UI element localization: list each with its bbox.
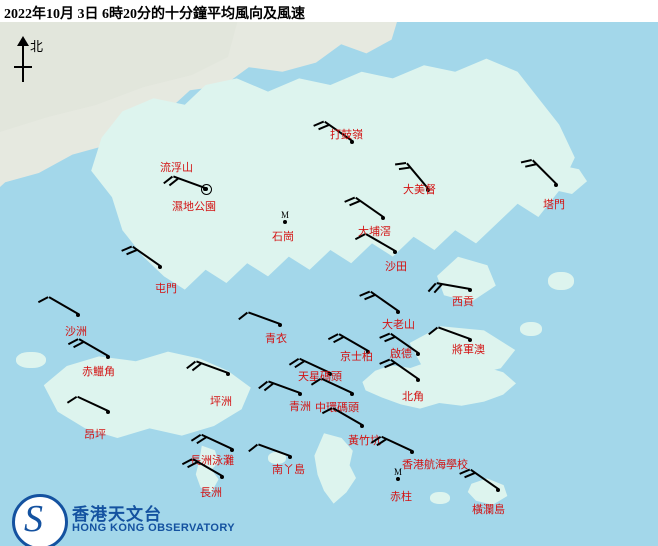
station-label: 流浮山 bbox=[160, 162, 193, 174]
station-dot[interactable] bbox=[350, 392, 354, 396]
station-dot[interactable] bbox=[381, 216, 385, 220]
station-label: 天星碼頭 bbox=[298, 372, 342, 383]
station-label: 坪洲 bbox=[210, 396, 232, 408]
station-label: 啟德 bbox=[390, 348, 412, 360]
station-label: 青洲 bbox=[289, 401, 311, 413]
station-label: 大埔滘 bbox=[358, 226, 391, 238]
station-dot[interactable] bbox=[220, 475, 224, 479]
station-dot[interactable] bbox=[366, 350, 370, 354]
station-dot[interactable] bbox=[554, 183, 558, 187]
station-dot[interactable] bbox=[76, 313, 80, 317]
station-label: 沙洲 bbox=[65, 326, 87, 338]
station-label: 長洲 bbox=[200, 487, 222, 499]
map-canvas[interactable]: 北 打鼓嶺流浮山濕地公園 M 石崗 大美督塔門大埔滘沙田屯門西貢沙洲 大老山青衣京士柏 啟… bbox=[0, 22, 658, 546]
land-islet-5 bbox=[16, 352, 46, 368]
station-dot[interactable] bbox=[328, 372, 332, 376]
land-islet-4 bbox=[430, 492, 450, 504]
station-label: 香港航海學校 bbox=[402, 459, 468, 471]
land-peng-chau bbox=[200, 377, 236, 403]
station-marker-m: M bbox=[394, 467, 403, 477]
station-dot[interactable] bbox=[468, 338, 472, 342]
station-dot[interactable] bbox=[278, 323, 282, 327]
north-label: 北 bbox=[30, 39, 44, 54]
station-label: 西貢 bbox=[452, 296, 474, 308]
station-label: 北角 bbox=[402, 391, 424, 403]
station-dot[interactable] bbox=[393, 250, 397, 254]
station-dot[interactable] bbox=[283, 220, 287, 224]
station-dot[interactable] bbox=[496, 488, 500, 492]
station-label: 屯門 bbox=[155, 283, 177, 295]
station-label: 南丫島 bbox=[272, 464, 305, 476]
station-label: 長洲泳灘 bbox=[190, 455, 234, 467]
station-label: 沙田 bbox=[385, 261, 407, 273]
station-label: 中環碼頭 bbox=[315, 402, 359, 414]
station-label: 大老山 bbox=[382, 319, 415, 331]
station-dot[interactable] bbox=[426, 188, 430, 192]
station-label: 橫瀾島 bbox=[472, 504, 505, 516]
station-label: 赤鱲角 bbox=[82, 366, 115, 378]
station-label: 塔門 bbox=[543, 199, 565, 211]
land-islet-3 bbox=[268, 452, 286, 464]
station-dot[interactable] bbox=[410, 450, 414, 454]
station-dot[interactable] bbox=[396, 477, 400, 481]
station-label: 大美督 bbox=[403, 184, 436, 196]
station-dot[interactable] bbox=[350, 140, 354, 144]
station-label: 赤柱 bbox=[390, 491, 412, 503]
station-marker-m: M bbox=[281, 210, 290, 220]
station-dot[interactable] bbox=[230, 448, 234, 452]
station-marker-circle bbox=[201, 184, 212, 195]
station-label: 打鼓嶺 bbox=[330, 129, 363, 141]
station-dot[interactable] bbox=[106, 355, 110, 359]
logo-ring-icon bbox=[12, 494, 68, 546]
station-dot[interactable] bbox=[360, 424, 364, 428]
station-dot[interactable] bbox=[226, 372, 230, 376]
logo-name-chinese: 香港天文台 bbox=[72, 505, 162, 524]
station-dot[interactable] bbox=[416, 378, 420, 382]
station-label: 青衣 bbox=[265, 333, 287, 345]
station-label: 昂坪 bbox=[84, 429, 106, 441]
station-dot[interactable] bbox=[204, 187, 208, 191]
land-islet-2 bbox=[520, 322, 542, 336]
land-islet-1 bbox=[548, 272, 574, 290]
station-dot[interactable] bbox=[288, 455, 292, 459]
station-dot[interactable] bbox=[158, 265, 162, 269]
station-dot[interactable] bbox=[468, 288, 472, 292]
station-label: 京士柏 bbox=[340, 351, 373, 363]
logo-name-english: HONG KONG OBSERVATORY bbox=[72, 522, 236, 534]
hko-logo: S 香港天文台 HONG KONG OBSERVATORY bbox=[10, 492, 260, 546]
station-label: 黃竹坑 bbox=[348, 435, 381, 447]
station-dot[interactable] bbox=[396, 310, 400, 314]
page-title: 2022年10月 3日 6時20分的十分鐘平均風向及風速 bbox=[4, 7, 305, 22]
station-dot[interactable] bbox=[106, 410, 110, 414]
logo-monogram: S bbox=[24, 498, 43, 540]
station-dot[interactable] bbox=[298, 392, 302, 396]
station-label: 將軍澳 bbox=[452, 344, 485, 356]
station-label: 濕地公園 bbox=[172, 201, 216, 213]
station-label: 石崗 bbox=[272, 231, 294, 243]
north-arrow-icon: 北 bbox=[8, 34, 48, 86]
station-dot[interactable] bbox=[416, 352, 420, 356]
